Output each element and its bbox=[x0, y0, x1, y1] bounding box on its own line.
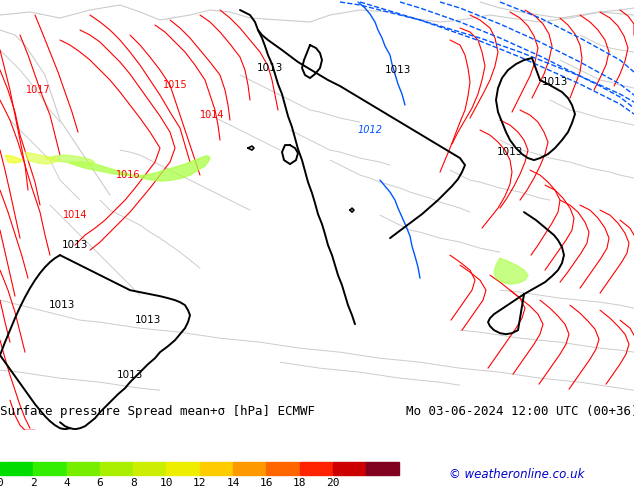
Bar bbox=[266, 462, 299, 474]
Text: 1012: 1012 bbox=[358, 125, 382, 135]
Text: 20: 20 bbox=[326, 478, 340, 488]
Text: 16: 16 bbox=[259, 478, 273, 488]
Bar bbox=[100, 462, 133, 474]
Text: 1013: 1013 bbox=[497, 147, 523, 157]
Bar bbox=[333, 462, 366, 474]
Bar bbox=[33, 462, 66, 474]
Bar bbox=[67, 462, 100, 474]
Text: 1013: 1013 bbox=[117, 370, 143, 380]
Text: 14: 14 bbox=[226, 478, 240, 488]
Text: Surface pressure Spread mean+σ [hPa] ECMWF: Surface pressure Spread mean+σ [hPa] ECM… bbox=[0, 405, 315, 417]
Bar bbox=[166, 462, 199, 474]
Text: 1013: 1013 bbox=[257, 63, 283, 73]
Bar bbox=[366, 462, 399, 474]
Polygon shape bbox=[494, 258, 528, 284]
Polygon shape bbox=[5, 155, 22, 163]
Text: 8: 8 bbox=[130, 478, 136, 488]
Text: 4: 4 bbox=[63, 478, 70, 488]
Bar bbox=[200, 462, 233, 474]
Text: 1015: 1015 bbox=[163, 80, 187, 90]
Bar bbox=[0, 462, 33, 474]
Text: 6: 6 bbox=[96, 478, 103, 488]
Text: © weatheronline.co.uk: © weatheronline.co.uk bbox=[449, 468, 585, 481]
Text: 0: 0 bbox=[0, 478, 3, 488]
Bar bbox=[233, 462, 266, 474]
Text: 1013: 1013 bbox=[135, 315, 161, 325]
Polygon shape bbox=[25, 152, 58, 164]
Bar bbox=[299, 462, 332, 474]
Text: 1014: 1014 bbox=[200, 110, 224, 120]
Text: 1013: 1013 bbox=[385, 65, 411, 75]
Text: 1014: 1014 bbox=[63, 210, 87, 220]
Text: 1013: 1013 bbox=[61, 240, 88, 250]
Text: Mo 03-06-2024 12:00 UTC (00+36): Mo 03-06-2024 12:00 UTC (00+36) bbox=[406, 405, 634, 417]
Text: 18: 18 bbox=[293, 478, 306, 488]
Text: 1013: 1013 bbox=[542, 77, 568, 87]
Bar bbox=[133, 462, 166, 474]
Polygon shape bbox=[45, 155, 95, 166]
Text: 1016: 1016 bbox=[116, 170, 140, 180]
Text: 10: 10 bbox=[160, 478, 173, 488]
Polygon shape bbox=[68, 156, 210, 181]
Text: 1013: 1013 bbox=[49, 300, 75, 310]
Text: 2: 2 bbox=[30, 478, 37, 488]
Text: 12: 12 bbox=[193, 478, 207, 488]
Text: 1017: 1017 bbox=[26, 85, 50, 95]
